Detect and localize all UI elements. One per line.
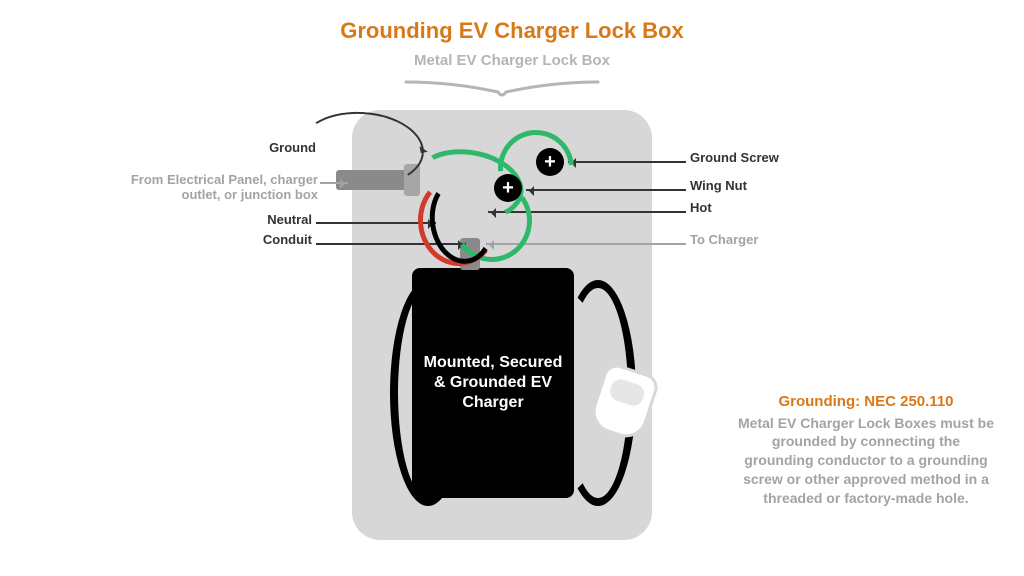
callout-body: Metal EV Charger Lock Boxes must be grou… (736, 414, 996, 508)
diagram-stage: Grounding EV Charger Lock Box Metal EV C… (0, 0, 1024, 576)
subtitle: Metal EV Charger Lock Box (0, 52, 1024, 70)
callout-heading: Grounding: NEC 250.110 (736, 393, 996, 410)
wing-nut-node: + (494, 174, 522, 202)
subtitle-text: Metal EV Charger Lock Box (414, 52, 610, 69)
nec-callout: Grounding: NEC 250.110 Metal EV Charger … (736, 393, 996, 508)
label-conduit: Conduit (232, 232, 312, 247)
page-title: Grounding EV Charger Lock Box (0, 18, 1024, 44)
ground-screw-node: + (536, 148, 564, 176)
label-to-charger: To Charger (690, 232, 758, 247)
label-hot: Hot (690, 200, 712, 215)
ev-charger-unit: Mounted, Secured & Grounded EV Charger (412, 268, 574, 498)
label-neutral: Neutral (232, 212, 312, 227)
brace-icon (402, 78, 602, 102)
charger-caption: Mounted, Secured & Grounded EV Charger (422, 353, 564, 413)
plus-icon: + (502, 178, 514, 198)
title-text: Grounding EV Charger Lock Box (340, 18, 683, 43)
plus-icon: + (544, 152, 556, 172)
label-from-panel: From Electrical Panel, charger outlet, o… (108, 172, 318, 202)
label-wing-nut: Wing Nut (690, 178, 747, 193)
label-ground-screw: Ground Screw (690, 150, 779, 165)
arrow-from-panel (320, 182, 348, 184)
arrow-ground-screw (568, 161, 686, 163)
